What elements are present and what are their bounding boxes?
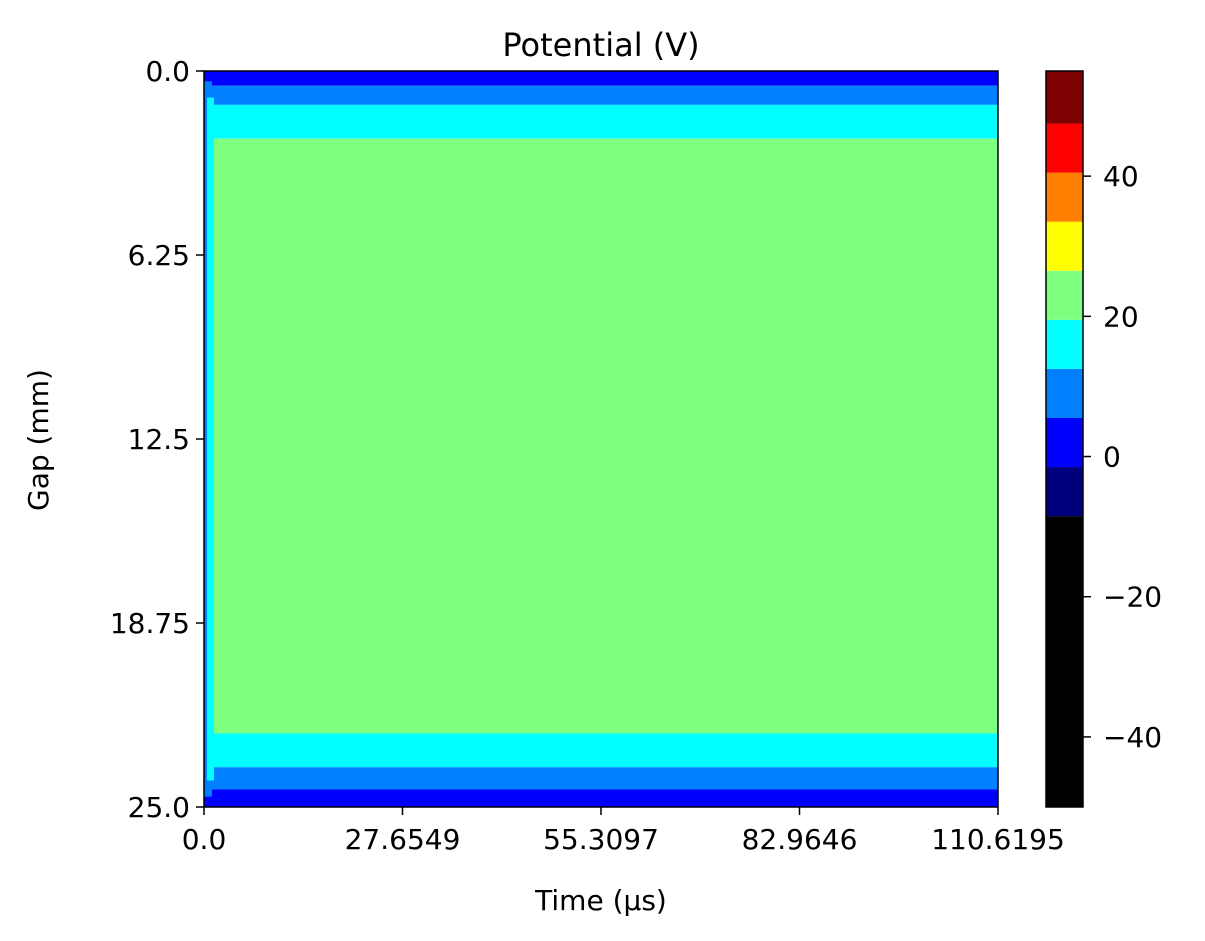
- x-axis: 0.0 27.6549 55.3097 82.9646 110.6195: [182, 807, 1065, 856]
- colorbar-level-2: [1046, 417, 1083, 468]
- colorbar-axis: 40 20 0 −20 −40: [1083, 160, 1162, 754]
- colorbar-level-9: [1046, 71, 1083, 124]
- field-band-3: [204, 138, 998, 734]
- field-band-6: [204, 789, 998, 807]
- colorbar-level-7: [1046, 172, 1083, 222]
- field-band-4: [204, 733, 998, 768]
- colorbar-level-8: [1046, 123, 1083, 173]
- colorbar-level-6: [1046, 221, 1083, 271]
- startup-transient: [207, 97, 214, 781]
- x-tick-label: 55.3097: [543, 823, 659, 856]
- x-tick-label: 82.9646: [742, 823, 858, 856]
- x-axis-label: Time (μs): [534, 884, 667, 917]
- colorbar: [1045, 70, 1084, 808]
- colorbar-tick-label: −40: [1103, 721, 1162, 754]
- x-tick-label: 110.6195: [931, 823, 1065, 856]
- colorbar-tick-label: 20: [1103, 300, 1139, 333]
- field-band-1: [204, 85, 998, 105]
- y-tick-label: 6.25: [128, 239, 190, 272]
- field-band-5: [204, 767, 998, 790]
- colorbar-level-5: [1046, 270, 1083, 320]
- colorbar-tick-label: −20: [1103, 581, 1162, 614]
- y-tick-label: 0.0: [145, 55, 190, 88]
- y-axis: 0.0 6.25 12.5 18.75 25.0: [110, 55, 204, 824]
- field-band-0: [204, 71, 998, 86]
- chart-title: Potential (V): [502, 26, 699, 64]
- field-band-2: [204, 104, 998, 139]
- colorbar-level-3: [1046, 368, 1083, 418]
- colorbar-tick-label: 0: [1103, 441, 1121, 474]
- colorbar-tick-label: 40: [1103, 160, 1139, 193]
- y-axis-label: Gap (mm): [22, 369, 55, 511]
- colorbar-level-1: [1046, 467, 1083, 517]
- plot-area: [204, 71, 998, 807]
- y-tick-label: 25.0: [128, 791, 190, 824]
- colorbar-level-0: [1046, 516, 1083, 807]
- colorbar-level-4: [1046, 319, 1083, 369]
- y-tick-label: 18.75: [110, 607, 190, 640]
- y-tick-label: 12.5: [128, 423, 190, 456]
- x-tick-label: 0.0: [182, 823, 227, 856]
- colorbar-frame: [1045, 70, 1084, 808]
- x-tick-label: 27.6549: [345, 823, 461, 856]
